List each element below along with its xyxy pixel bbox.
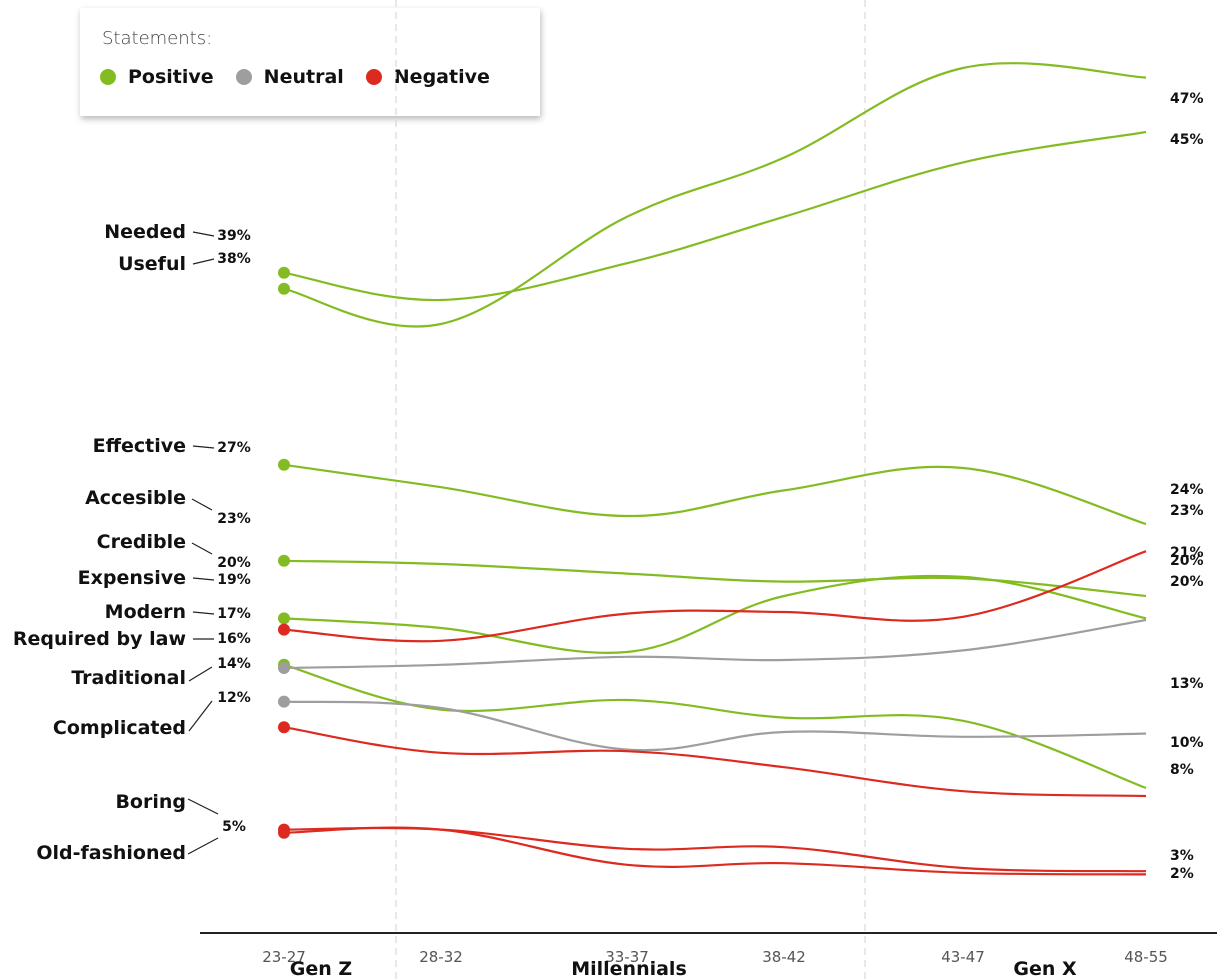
group-dividers (395, 0, 866, 980)
series-start-dot-needed (278, 266, 290, 279)
series-name-credible: Credible (97, 531, 186, 553)
x-tick-label-38-42: 38-42 (762, 948, 806, 966)
series-connector-modern (192, 611, 215, 615)
series-line-complicated (283, 726, 1147, 798)
series-end-value-credible: 20% (1170, 553, 1204, 569)
series-connector-useful (192, 258, 215, 265)
series-start-value-expensive: 19% (217, 572, 251, 588)
series-start-value-useful: 38% (217, 251, 251, 267)
series-connector-needed (192, 231, 215, 237)
series-name-useful: Useful (118, 253, 186, 275)
legend-dot-neutral (235, 69, 252, 85)
series-line-needed (283, 130, 1147, 302)
series-name-required-by-law: Required by law (13, 628, 186, 650)
series-labels: Needed 39% 45% Useful 38% 47% Effective 27% 24% A… (13, 91, 1204, 882)
series-name-modern: Modern (105, 601, 186, 623)
series-start-dot-required-by-law (278, 662, 290, 674)
legend-label-neutral: Neutral (263, 66, 344, 88)
x-tick-label-43-47: 43-47 (941, 948, 985, 966)
series-connector-expensive (192, 577, 215, 581)
series-connector-credible (191, 542, 213, 555)
series-line-credible (283, 574, 1147, 654)
series-start-dot-traditional (278, 695, 290, 708)
series-start-dot-credible (278, 612, 290, 625)
series-start-value-effective: 27% (217, 440, 251, 456)
legend: Statements: Positive Neutral Negative (80, 8, 540, 116)
series-line-old-fashioned (283, 826, 1147, 876)
legend-label-positive: Positive (128, 66, 214, 88)
series-line-traditional (283, 700, 1147, 752)
series-start-value-traditional: 14% (217, 656, 251, 672)
legend-dot-negative (365, 69, 382, 85)
series-end-value-required-by-law: 20% (1170, 574, 1204, 590)
series-name-boring: Boring (115, 791, 186, 813)
series-connector-complicated (188, 700, 213, 732)
x-tick-label-33-37: 33-37 (605, 948, 649, 966)
series-end-value-needed: 45% (1170, 132, 1204, 148)
series-start-value-complicated: 12% (217, 690, 251, 706)
series-line-accesible (283, 559, 1147, 598)
series-name-effective: Effective (93, 435, 186, 457)
series-line-useful (283, 62, 1147, 328)
series-start-dot-useful (278, 282, 290, 295)
series-start-value-modern: 17% (217, 606, 251, 622)
series-start-dot-complicated (278, 721, 290, 734)
series-line-effective (283, 463, 1147, 526)
series-end-value-modern: 10% (1170, 735, 1204, 751)
series-name-expensive: Expensive (78, 567, 186, 589)
series-start-dot-expensive (278, 623, 290, 636)
series-end-value-old-fashioned: 2% (1170, 866, 1194, 882)
series-end-value-useful: 47% (1170, 91, 1204, 107)
legend-item-positive: Positive (100, 66, 214, 88)
series-end-value-traditional: 13% (1170, 676, 1204, 692)
x-axis: 23-27 28-32 33-37 38-42 43-47 48-55 Gen Z Mille… (200, 932, 1217, 980)
group-label-gen-z: Gen Z (290, 958, 352, 980)
x-tick-label-48-55: 48-55 (1124, 948, 1168, 966)
x-tick-label-23-27: 23-27 (262, 948, 306, 966)
series-line-required-by-law (283, 618, 1147, 670)
series-end-value-expensive: 23% (1170, 503, 1204, 519)
legend-label-negative: Negative (393, 66, 490, 88)
series-start-value-accesible: 23% (217, 511, 251, 527)
series-line-modern (283, 663, 1147, 790)
series-connector-traditional (188, 666, 213, 682)
legend-item-neutral: Neutral (235, 66, 344, 88)
series-start-value-needed: 39% (217, 228, 251, 244)
legend-item-negative: Negative (365, 66, 490, 88)
series-name-old-fashioned: Old-fashioned (36, 842, 186, 864)
series-connector-boring (187, 798, 219, 815)
series-start-dot-accesible (278, 554, 290, 567)
legend-items: Positive Neutral Negative (100, 66, 512, 88)
series-end-value-boring: 3% (1170, 848, 1194, 864)
series-start-value-required-by-law: 16% (217, 631, 251, 647)
series-name-accesible: Accesible (85, 487, 186, 509)
group-label-gen-x: Gen X (1013, 958, 1077, 980)
series-start-dot-effective (278, 458, 290, 471)
series-start-value-boring: 5% (222, 819, 246, 835)
x-tick-label-28-32: 28-32 (419, 948, 463, 966)
series-end-value-accesible: 21% (1170, 545, 1204, 561)
legend-dot-positive (100, 69, 116, 85)
series-name-complicated: Complicated (53, 717, 186, 739)
series-start-dot-old-fashioned (278, 826, 290, 839)
series-name-needed: Needed (104, 221, 186, 243)
series-end-value-effective: 24% (1170, 482, 1204, 498)
series-start-value-credible: 20% (217, 555, 251, 571)
series-connector-accesible (191, 498, 213, 511)
legend-title: Statements: (102, 28, 213, 49)
series-end-value-complicated: 8% (1170, 762, 1194, 778)
series-connector-old-fashioned (187, 837, 219, 855)
series-connector-effective (192, 445, 215, 449)
series-name-traditional: Traditional (71, 667, 186, 689)
series-line-expensive (283, 550, 1147, 643)
group-label-millennials: Millennials (571, 958, 687, 980)
series-lines (278, 62, 1147, 876)
